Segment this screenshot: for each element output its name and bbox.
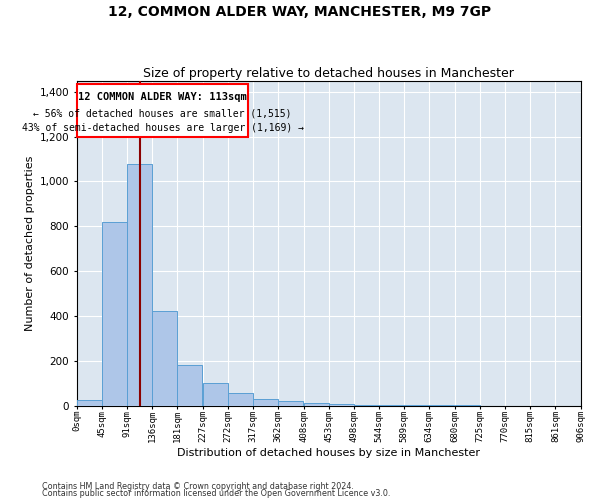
- Text: 12 COMMON ALDER WAY: 113sqm: 12 COMMON ALDER WAY: 113sqm: [78, 92, 247, 102]
- Bar: [178, 365, 202, 406]
- Text: Contains public sector information licensed under the Open Government Licence v3: Contains public sector information licen…: [42, 490, 391, 498]
- Bar: [77, 84, 248, 137]
- Title: Size of property relative to detached houses in Manchester: Size of property relative to detached ho…: [143, 66, 514, 80]
- Text: ← 56% of detached houses are smaller (1,515): ← 56% of detached houses are smaller (1,…: [34, 108, 292, 118]
- X-axis label: Distribution of detached houses by size in Manchester: Distribution of detached houses by size …: [177, 448, 480, 458]
- Bar: [304, 404, 329, 406]
- Bar: [253, 399, 278, 406]
- Text: 12, COMMON ALDER WAY, MANCHESTER, M9 7GP: 12, COMMON ALDER WAY, MANCHESTER, M9 7GP: [109, 5, 491, 19]
- Bar: [152, 312, 178, 406]
- Bar: [102, 222, 127, 406]
- Text: Contains HM Land Registry data © Crown copyright and database right 2024.: Contains HM Land Registry data © Crown c…: [42, 482, 354, 491]
- Y-axis label: Number of detached properties: Number of detached properties: [25, 156, 35, 331]
- Bar: [127, 164, 152, 406]
- Bar: [278, 401, 303, 406]
- Bar: [353, 405, 379, 406]
- Bar: [228, 393, 253, 406]
- Bar: [77, 400, 102, 406]
- Bar: [203, 383, 228, 406]
- Text: 43% of semi-detached houses are larger (1,169) →: 43% of semi-detached houses are larger (…: [22, 122, 304, 132]
- Bar: [329, 404, 353, 406]
